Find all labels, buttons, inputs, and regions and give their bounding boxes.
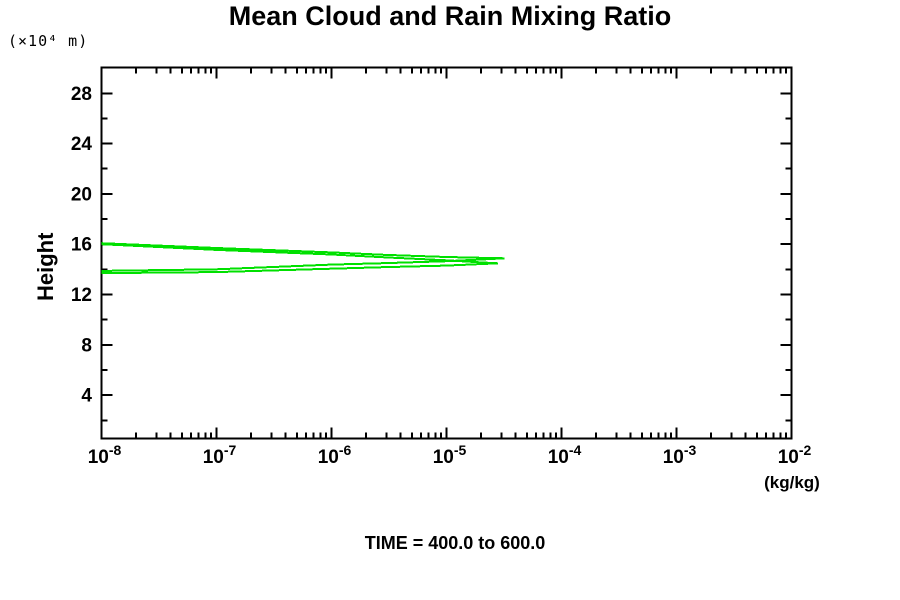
x-tick-label: 10-8: [88, 442, 122, 468]
x-tick-label: 10-4: [548, 442, 582, 468]
time-range-caption: TIME = 400.0 to 600.0: [364, 533, 546, 553]
cloud-mixing-ratio-line: [101, 242, 505, 272]
x-axis-minor-ticks: [135, 67, 788, 439]
x-tick-label: 10-7: [203, 442, 237, 468]
y-tick-label: 16: [71, 235, 92, 256]
y-tick-label: 8: [81, 335, 92, 356]
rain-mixing-ratio-line: [101, 243, 498, 275]
y-axis-unit-label: (×10⁴ m): [8, 32, 89, 50]
x-tick-label: 10-3: [663, 442, 697, 468]
x-axis-unit-label: (kg/kg): [764, 473, 820, 492]
y-tick-label: 4: [81, 386, 92, 407]
y-tick-label: 20: [71, 184, 92, 205]
x-tick-label: 10-6: [318, 442, 352, 468]
y-tick-label: 28: [71, 84, 92, 105]
x-axis-major-ticks: [100, 67, 793, 439]
x-tick-label: 10-2: [778, 442, 812, 468]
y-tick-label: 24: [71, 134, 93, 155]
x-tick-label: 10-5: [433, 442, 467, 468]
page-title: Mean Cloud and Rain Mixing Ratio: [228, 1, 672, 31]
y-tick-label: 12: [71, 285, 92, 306]
y-axis-major-ticks: [101, 92, 792, 397]
axis-frame: [100, 66, 793, 440]
y-axis-minor-ticks: [101, 117, 792, 422]
